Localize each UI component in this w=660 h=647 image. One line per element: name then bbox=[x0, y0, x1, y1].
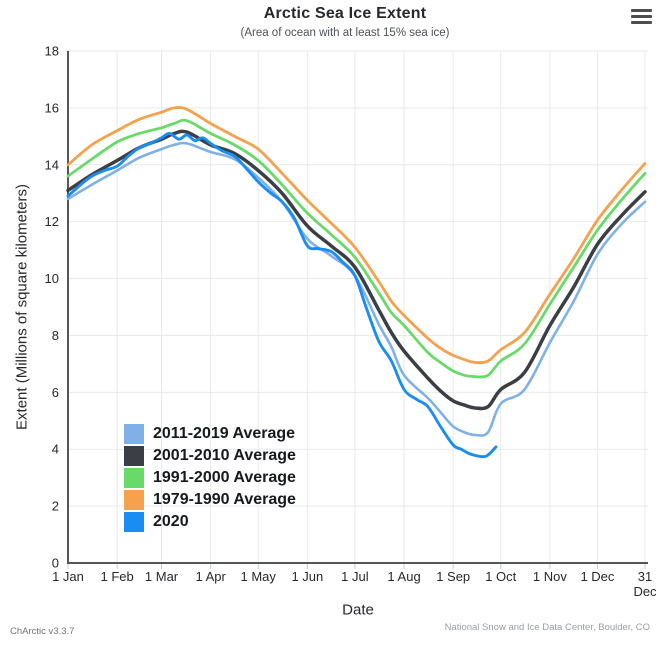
legend-item-1979-1990-average[interactable]: 1979-1990 Average bbox=[124, 489, 296, 511]
legend-item-2001-2010-average[interactable]: 2001-2010 Average bbox=[124, 445, 296, 467]
series-line-2020[interactable] bbox=[66, 132, 498, 459]
x-tick-label: 1 Jul bbox=[341, 569, 369, 584]
legend: 2011-2019 Average 2001-2010 Average 1991… bbox=[124, 423, 296, 533]
x-tick-label: 31 Dec bbox=[633, 569, 657, 599]
x-tick-label: 1 Apr bbox=[195, 569, 226, 584]
series-line-2001-2010-average[interactable] bbox=[66, 129, 647, 411]
legend-label: 2011-2019 Average bbox=[153, 425, 296, 442]
series-line-1979-1990-average[interactable] bbox=[66, 106, 647, 365]
legend-swatch bbox=[124, 490, 144, 510]
legend-item-1991-2000-average[interactable]: 1991-2000 Average bbox=[124, 467, 296, 489]
y-tick-label: 16 bbox=[45, 100, 59, 115]
x-tick-label: 1 Dec bbox=[580, 569, 614, 584]
chart-title: Arctic Sea Ice Extent bbox=[263, 5, 427, 22]
x-tick-label: 1 Jan bbox=[52, 569, 84, 584]
y-tick-label: 18 bbox=[45, 44, 59, 59]
hamburger-menu-icon[interactable] bbox=[631, 9, 652, 24]
version-label: ChArctic v3.3.7 bbox=[10, 626, 75, 637]
x-tick-label: 1 Sep bbox=[436, 569, 470, 584]
x-tick-label: 1 Oct bbox=[485, 569, 516, 584]
menu-bar bbox=[631, 9, 652, 12]
y-tick-label: 10 bbox=[45, 271, 59, 286]
series-line-2011-2019-average[interactable] bbox=[66, 141, 647, 437]
legend-swatch bbox=[124, 468, 144, 488]
series-line-1991-2000-average[interactable] bbox=[66, 118, 647, 379]
x-tick-label: 1 Jun bbox=[291, 569, 323, 584]
y-tick-label: 4 bbox=[52, 442, 59, 457]
x-axis-title: Date bbox=[342, 601, 374, 619]
y-tick-label: 2 bbox=[52, 499, 59, 514]
legend-swatch bbox=[124, 512, 144, 532]
x-tick-label: 1 Nov bbox=[533, 569, 567, 584]
menu-bar bbox=[631, 21, 652, 24]
y-tick-label: 6 bbox=[52, 385, 59, 400]
legend-item-2011-2019-average[interactable]: 2011-2019 Average bbox=[124, 423, 296, 445]
x-tick-label: 1 Aug bbox=[387, 569, 420, 584]
legend-label: 1979-1990 Average bbox=[153, 491, 296, 508]
legend-swatch bbox=[124, 424, 144, 444]
legend-label: 2001-2010 Average bbox=[153, 447, 296, 464]
y-tick-label: 14 bbox=[45, 157, 59, 172]
y-tick-label: 12 bbox=[45, 214, 59, 229]
credits-link[interactable]: National Snow and Ice Data Center, Bould… bbox=[444, 622, 650, 633]
y-tick-label: 0 bbox=[52, 556, 59, 571]
x-tick-label: 1 Mar bbox=[145, 569, 179, 584]
x-tick-label: 1 Feb bbox=[101, 569, 134, 584]
legend-label: 1991-2000 Average bbox=[153, 469, 296, 486]
legend-swatch bbox=[124, 446, 144, 466]
chart-subtitle: (Area of ocean with at least 15% sea ice… bbox=[240, 27, 450, 39]
legend-label: 2020 bbox=[153, 513, 189, 530]
legend-item-2020[interactable]: 2020 bbox=[124, 511, 296, 533]
menu-bar bbox=[631, 15, 652, 18]
y-tick-label: 8 bbox=[52, 328, 59, 343]
x-tick-label: 1 May bbox=[241, 569, 277, 584]
